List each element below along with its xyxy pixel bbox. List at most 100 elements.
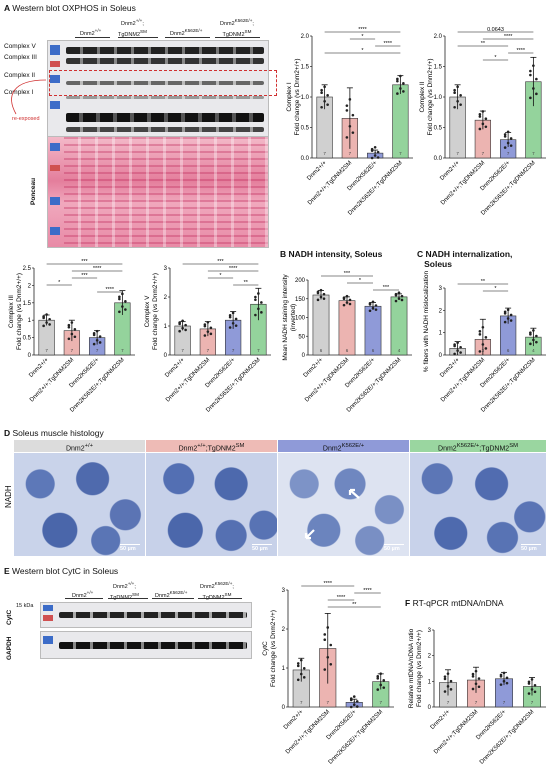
data-point: [443, 690, 447, 693]
data-point: [342, 303, 346, 307]
data-point: [453, 352, 456, 356]
data-point: [121, 305, 124, 308]
data-point: [355, 700, 359, 703]
data-point: [509, 137, 513, 140]
data-point: [376, 677, 380, 680]
cytc-blot: [40, 602, 252, 628]
sig-label: ***: [81, 259, 88, 265]
y-axis-label: Relative mtDNA/nDNA ratio: [408, 628, 415, 708]
data-point: [376, 156, 380, 159]
blot-group-label-4: Dnm2K562E/+; TgDNM2SM: [220, 18, 254, 38]
y-tick-label: 0.5: [23, 336, 32, 342]
sig-label: 0.0643: [487, 27, 504, 33]
sig-label: ***: [217, 259, 224, 265]
x-tick-label: Dnm2+/+: [430, 709, 452, 731]
data-point: [446, 685, 450, 688]
data-point: [95, 338, 99, 342]
data-point: [471, 687, 475, 691]
data-point: [234, 324, 238, 327]
data-point: [533, 683, 537, 687]
data-point: [453, 105, 456, 109]
data-point: [118, 295, 121, 299]
y-tick-label: 1.5: [23, 301, 32, 307]
data-point: [371, 300, 375, 304]
data-point: [231, 311, 235, 315]
data-point: [530, 678, 534, 681]
n-label: 7: [475, 700, 478, 705]
y-tick-label: 0.0: [301, 156, 310, 162]
data-point: [535, 77, 538, 81]
data-point: [529, 96, 532, 100]
x-tick-label: Dnm2K562E/+;TgDNM2SM: [479, 709, 535, 765]
x-tick-label: Dnm2+/+;TgDNM2SM: [440, 160, 486, 206]
data-point: [446, 672, 450, 675]
sig-label: ****: [358, 27, 367, 33]
x-tick-label: Dnm2K562E/+;TgDNM2SM: [480, 357, 536, 413]
data-point: [355, 705, 359, 708]
data-point: [329, 643, 333, 647]
data-point: [326, 93, 329, 97]
n-label: 4: [398, 348, 401, 353]
data-point: [503, 320, 507, 324]
data-point: [234, 317, 238, 321]
y-tick-label: 1.5: [434, 65, 443, 71]
data-point: [231, 321, 235, 325]
panel-f-title: F RT-qPCR mtDNA/nDNA: [405, 598, 504, 608]
y-axis-label-2: Fold change (vs Dnm2+/+): [16, 273, 23, 350]
data-point: [348, 124, 352, 128]
data-point: [260, 311, 263, 314]
data-point: [506, 317, 510, 320]
data-point: [257, 307, 260, 311]
data-point: [459, 93, 462, 97]
data-point: [481, 343, 485, 346]
data-point: [98, 341, 102, 344]
sig-label: ****: [504, 34, 513, 40]
x-tick-label: Dnm2+/+: [283, 709, 305, 731]
kda-label: 15 kDa: [16, 603, 34, 609]
data-point: [382, 686, 386, 689]
x-tick-label: Dnm2+/+: [439, 357, 461, 379]
y-tick-label: 1.0: [301, 95, 310, 101]
data-point: [316, 298, 320, 302]
n-label: 7: [399, 151, 402, 156]
mtdna-chart: 0 1 2 3 Relative mtDNA/nDNA ratio Fold change…: [408, 628, 546, 766]
data-point: [92, 333, 96, 337]
y-axis-label: Mean NADH staining intensity: [282, 274, 289, 361]
sig-label: *: [58, 280, 61, 286]
data-point: [399, 87, 402, 90]
data-point: [260, 301, 263, 304]
n-label: 4: [532, 348, 535, 353]
data-point: [209, 332, 213, 336]
oxphos-blot: [47, 40, 269, 137]
data-point: [342, 297, 346, 301]
histology-header-3: Dnm2K562E/+: [278, 440, 409, 452]
data-point: [352, 695, 356, 698]
data-point: [368, 309, 372, 313]
data-point: [373, 154, 377, 157]
data-point: [329, 662, 333, 666]
n-label: 7: [300, 700, 303, 705]
y-tick-label: 2: [439, 308, 443, 314]
gapdh-blot: [40, 631, 252, 659]
n-label: 7: [531, 700, 534, 705]
data-point: [502, 679, 506, 683]
data-point: [400, 294, 404, 298]
complex-ii-chart: 0.0 0.5 1.0 1.5 2.0 Complex II Fold change (vs…: [419, 27, 546, 217]
data-point: [228, 315, 232, 319]
data-point: [348, 298, 352, 302]
data-point: [374, 304, 378, 307]
n-label: 7: [456, 151, 459, 156]
data-point: [449, 688, 453, 691]
data-point: [67, 323, 71, 327]
data-point: [203, 324, 207, 328]
blot-group-label-1: Dnm2+/+: [80, 28, 102, 37]
y-axis-label-2: Fold change (vs Dnm2+/+): [294, 59, 301, 136]
data-point: [323, 668, 327, 671]
y-axis-label: % fibers with NADH mislocalization: [423, 271, 430, 373]
data-point: [443, 675, 447, 678]
x-tick-label: Dnm2K562E/+;TgDNM2SM: [346, 357, 402, 413]
nadh-row-label: NADH: [4, 485, 13, 508]
complex-ii-label: Complex II: [4, 72, 36, 79]
n-label: 7: [232, 348, 235, 353]
n-label: 7: [353, 700, 356, 705]
